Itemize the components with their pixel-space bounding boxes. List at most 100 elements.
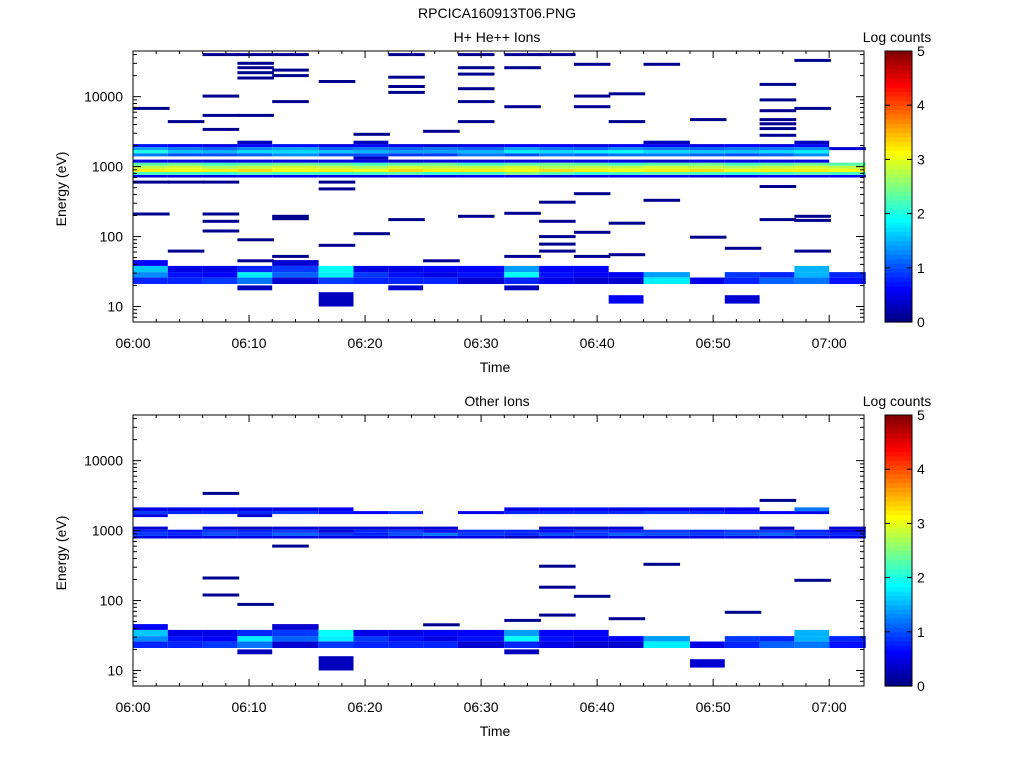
figure-title: RPCICA160913T06.PNG [418,5,576,21]
heatmap-cell [724,159,760,163]
heatmap-cell [794,171,830,175]
heatmap-cell [759,118,797,122]
heatmap-cell [202,507,238,512]
heatmap-cell [423,265,458,273]
heatmap-cell [504,265,540,273]
heatmap-cell [829,165,866,169]
heatmap-cell [237,61,274,65]
heatmap-cell [539,147,574,151]
colorbar-segment [885,308,912,314]
heatmap-cell [202,265,238,273]
heatmap-cell [794,249,831,253]
colorbar-segment [885,245,912,251]
heatmap-cell [690,641,725,648]
heatmap-cell [133,153,168,157]
colorbar-segment [885,150,912,156]
heatmap-cell [237,511,273,515]
heatmap-cell [724,532,760,536]
heatmap-cell [388,144,424,148]
heatmap-cell [457,147,505,151]
heatmap-cell [573,230,611,234]
heatmap-cell [318,529,354,533]
colorbar-segment [885,195,912,201]
heatmap-cell [504,636,540,642]
x-axis-label: Time [480,359,511,375]
heatmap-cell [272,277,319,284]
heatmap-cell [573,277,609,284]
heatmap-cell [237,66,274,70]
heatmap-cell [539,242,576,246]
heatmap-cell [272,68,309,72]
heatmap-cell [237,175,273,178]
heatmap-cell [457,171,505,175]
heatmap-cell [353,162,389,166]
heatmap-cell [829,175,866,178]
heatmap-cell [202,165,238,169]
heatmap-cell [608,150,644,154]
heatmap-cell [573,175,609,178]
heatmap-cell [690,118,727,122]
heatmap-cell [573,62,611,66]
heatmap-cell [167,636,203,642]
heatmap-cell [690,153,725,157]
heatmap-cell [318,507,354,512]
heatmap-cell [608,147,644,151]
heatmap-cell [643,175,690,178]
heatmap-cell [423,529,458,533]
colorbar-segment [885,254,912,260]
heatmap-cell [643,168,690,172]
colorbar-segment [885,541,912,547]
heatmap-cell [388,641,424,648]
colorbar-segment [885,285,912,291]
colorbar-tick-label: 5 [917,407,925,423]
heatmap-cell [759,144,795,148]
heatmap-cell [539,585,576,589]
heatmap-cell [457,272,505,278]
heatmap-cell [272,159,319,163]
heatmap-cell [504,532,540,536]
colorbar-segment [885,105,912,111]
heatmap-cell [167,120,205,124]
heatmap-cell [202,180,240,184]
heatmap-cell [608,617,646,621]
heatmap-cell [353,165,389,169]
heatmap-cell [608,511,644,515]
heatmap-cell [539,265,574,273]
colorbar-segment [885,460,912,466]
heatmap-cell [573,153,609,157]
heatmap-cell [353,175,389,178]
heatmap-cell [353,629,389,637]
heatmap-cell [759,277,795,284]
heatmap-cell [504,285,540,291]
colorbar-segment [885,500,912,506]
heatmap-cell [829,147,866,151]
colorbar-segment [885,209,912,215]
x-tick-label: 07:00 [812,335,847,351]
heatmap-cell [167,265,203,273]
heatmap-cell [133,165,168,169]
heatmap-cell [759,641,795,648]
heatmap-cell [388,90,425,94]
colorbar: 0 1 2 3 4 5 [884,407,925,694]
colorbar-segment [885,618,912,624]
y-axis-label: Energy (eV) [53,152,69,227]
heatmap-cell [133,641,168,648]
colorbar-segment [885,631,912,637]
y-tick-label: 1000 [92,523,123,539]
heatmap-cell [794,636,830,642]
heatmap-cell [573,165,609,169]
x-tick-label: 06:20 [348,335,383,351]
heatmap-cell [202,593,240,597]
heatmap-cell [237,165,273,169]
colorbar-segment [885,573,912,579]
heatmap-cell [539,636,574,642]
heatmap-cell [457,150,505,154]
heatmap-cell [133,212,170,216]
heatmap-cell [133,636,168,642]
colorbar-segment [885,667,912,674]
heatmap-cell [237,53,274,57]
colorbar-segment [885,509,912,515]
heatmap-cell [272,544,309,548]
colorbar-segment [885,586,912,592]
heatmap-cell [573,594,611,598]
